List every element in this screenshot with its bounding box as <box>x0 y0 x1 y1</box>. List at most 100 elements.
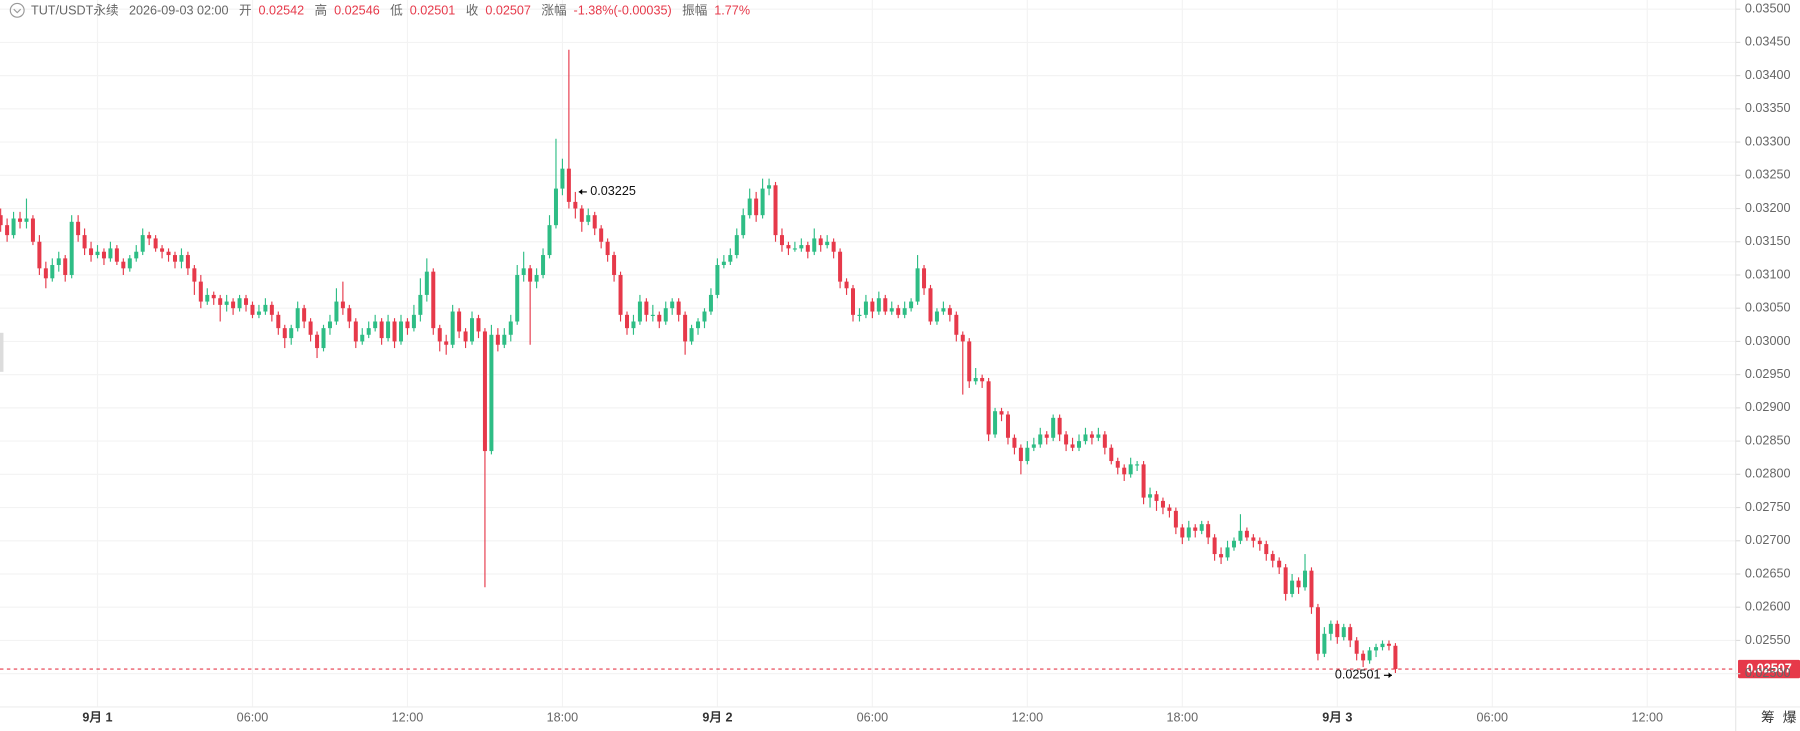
candle-body <box>1193 527 1198 531</box>
candle-body <box>1283 567 1288 594</box>
candle-body <box>108 248 113 259</box>
candle-body <box>340 301 345 309</box>
y-tick-label: 0.03500 <box>1745 2 1791 16</box>
candle-body <box>160 248 165 252</box>
marker-arrow-head <box>1388 672 1392 679</box>
candle-body <box>876 298 881 312</box>
y-tick-label: 0.02850 <box>1745 433 1791 447</box>
candle-body <box>444 341 449 345</box>
candle-body <box>179 255 184 262</box>
side-handle[interactable] <box>0 332 4 372</box>
candle-body <box>760 188 765 216</box>
candle-body <box>1361 653 1366 661</box>
candle-body <box>1018 447 1023 462</box>
candle-body <box>1122 467 1127 475</box>
candle-body <box>838 251 843 282</box>
candle-body <box>405 321 410 329</box>
candle-body <box>114 248 119 262</box>
candle-body <box>1374 647 1379 651</box>
change-value: -1.38%(-0.00035) <box>574 4 672 18</box>
last-price-label: 0.02507 <box>1746 661 1792 675</box>
candle-body <box>5 225 10 236</box>
candle-body <box>967 341 972 382</box>
candle-body <box>1154 494 1159 501</box>
x-tick-label: 06:00 <box>237 711 269 725</box>
candle-body <box>282 328 287 339</box>
candle-body <box>1277 560 1282 568</box>
candle-body <box>708 294 713 312</box>
candle-body <box>50 265 55 279</box>
candle-body <box>379 321 384 339</box>
candle-body <box>579 208 584 222</box>
candle-body <box>786 245 791 249</box>
side-tab[interactable]: 爆 <box>1783 710 1797 725</box>
marker-arrow-head <box>578 189 583 195</box>
candle-body <box>1064 434 1069 445</box>
candle-body <box>1219 554 1224 558</box>
candle-body <box>973 377 978 382</box>
collapse-icon[interactable] <box>9 2 25 18</box>
candle-body <box>922 268 927 289</box>
candle-body <box>779 235 784 246</box>
candle-body <box>1109 447 1114 462</box>
candle-body <box>1148 494 1153 498</box>
candle-body <box>812 238 817 252</box>
candle-body <box>1303 570 1308 588</box>
candle-body <box>1380 643 1385 648</box>
candle-body <box>599 228 604 242</box>
candle-body <box>172 255 177 262</box>
candle-body <box>896 308 901 315</box>
candle-body <box>347 308 352 322</box>
candle-body <box>392 321 397 342</box>
candle-body <box>1393 645 1398 670</box>
candle-body <box>411 314 416 329</box>
candle-body <box>689 328 694 342</box>
x-tick-label: 9月 3 <box>1322 711 1352 725</box>
candle-body <box>767 185 772 189</box>
candle-body <box>683 314 688 342</box>
candle-body <box>147 235 152 239</box>
candle-body <box>1206 524 1211 538</box>
candle-body <box>715 265 720 295</box>
side-tab[interactable]: 筹 <box>1761 709 1775 725</box>
candle-body <box>1012 437 1017 448</box>
candle-body <box>883 298 888 312</box>
candle-body <box>818 238 823 246</box>
candle-body <box>1186 527 1191 538</box>
last-price-box <box>1738 659 1800 679</box>
close-label: 收 <box>466 4 479 18</box>
candle-body <box>1225 547 1230 558</box>
candle-body <box>470 318 475 342</box>
candle-body <box>18 218 23 222</box>
candle-body <box>773 185 778 236</box>
candle-body <box>211 294 216 299</box>
candle-body <box>909 301 914 309</box>
candle-body <box>799 245 804 249</box>
candle-body <box>134 251 139 259</box>
candle-body <box>1238 530 1243 541</box>
candle-body <box>676 301 681 315</box>
candle-body <box>244 298 249 305</box>
candle-body <box>1322 633 1327 654</box>
candle-body <box>592 215 597 229</box>
candle-body <box>1296 580 1301 588</box>
candle-body <box>553 188 558 226</box>
candle-body <box>851 288 856 315</box>
candle-body <box>1386 643 1391 646</box>
candle-body <box>618 274 623 315</box>
candle-body <box>1057 417 1062 435</box>
candle-body <box>1180 527 1185 538</box>
candle-body <box>1309 570 1314 608</box>
candle-body <box>153 238 158 249</box>
candle-body <box>805 245 810 252</box>
candle-body <box>476 318 481 332</box>
y-tick-label: 0.03250 <box>1745 168 1791 182</box>
candle-body <box>624 314 630 329</box>
candle-body <box>605 241 610 256</box>
candle-body <box>792 248 797 250</box>
candle-body <box>696 321 701 329</box>
candle-body <box>185 255 190 269</box>
candle-body <box>1290 580 1295 594</box>
x-tick-label: 18:00 <box>1167 711 1199 725</box>
